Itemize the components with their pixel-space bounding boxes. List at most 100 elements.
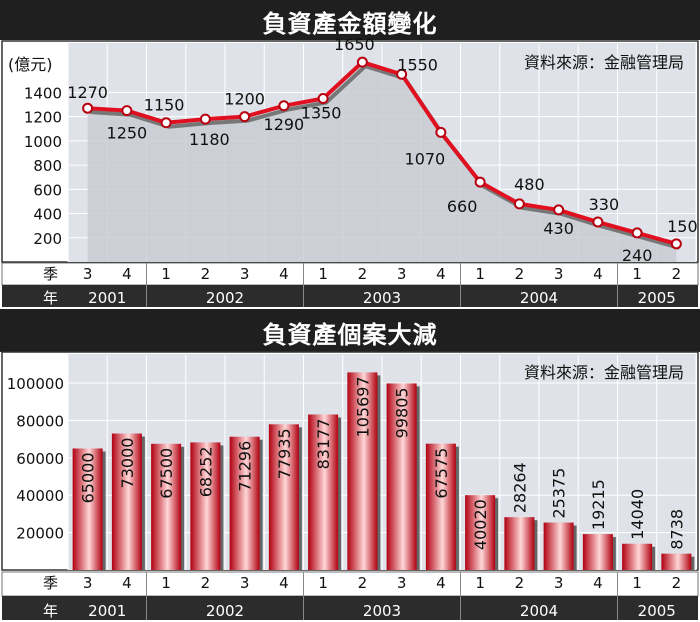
line-chart-year-row-label: 年	[43, 289, 58, 307]
bar-chart-title: 負資產個案大減	[262, 321, 438, 349]
bar-chart-data-label: 67575	[432, 448, 451, 499]
line-chart-point	[317, 93, 329, 104]
line-chart-quarter-label: 2	[515, 265, 525, 283]
bar-chart-bar	[111, 433, 142, 570]
line-chart-point	[631, 227, 643, 239]
bar-chart-data-label: 73000	[118, 438, 137, 489]
bar-chart-bar	[504, 517, 535, 570]
bar-chart-quarter-label: 2	[201, 574, 211, 592]
line-chart-ytick-label: 400	[33, 206, 62, 224]
line-chart-year-label: 2005	[638, 289, 676, 307]
line-chart-title-bar: 負資產金額變化	[0, 0, 700, 40]
line-chart-ytick-label: 1000	[24, 133, 62, 151]
bar-chart-data-label: 19215	[589, 479, 608, 530]
bar-chart-quarter-label: 1	[318, 574, 328, 592]
line-chart-data-label: 430	[543, 219, 574, 238]
line-chart-data-label: 1650	[334, 35, 375, 54]
line-chart-point	[82, 102, 94, 114]
bar-chart-ytick-label: 20000	[16, 525, 64, 543]
line-chart-ytick-label: 600	[33, 181, 62, 199]
line-chart-point	[670, 238, 682, 250]
bar-chart-data-label: 71296	[236, 441, 255, 492]
bar-chart-year-label: 2005	[638, 602, 676, 620]
line-chart-data-label: 330	[589, 195, 620, 214]
bar-chart-bar	[465, 495, 496, 570]
bar-chart-quarter-label: 2	[358, 574, 368, 592]
bar-chart-year-label: 2003	[363, 602, 401, 620]
line-chart-year-label: 2002	[206, 289, 244, 307]
line-chart-area	[87, 62, 677, 262]
bar-chart-quarter-label: 1	[475, 574, 485, 592]
bar-chart-data-label: 65000	[79, 452, 98, 503]
line-chart-quarter-label: 2	[201, 265, 211, 283]
line-chart-ytick-label: 1400	[24, 84, 62, 102]
bar-chart-bar	[308, 414, 339, 570]
line-chart-data-label: 1200	[224, 90, 265, 109]
line-chart-point	[513, 198, 525, 210]
bar-chart-ytick-label: 80000	[16, 412, 64, 430]
bar-chart-bar	[72, 448, 103, 570]
line-chart-point	[239, 111, 251, 123]
bar-chart-quarter-label: 1	[161, 574, 171, 592]
bar-chart-quarter-label: 1	[632, 574, 642, 592]
line-chart-quarter-label: 3	[240, 265, 250, 283]
bar-chart-data-label: 83177	[314, 418, 333, 469]
line-chart-shadow	[90, 63, 680, 250]
line-chart-year-row	[2, 285, 698, 307]
bar-chart-quarter-label: 4	[593, 574, 603, 592]
line-chart-series-line	[87, 59, 677, 246]
bar-chart-data-label: 14040	[628, 489, 647, 540]
line-chart-quarter-label: 3	[83, 265, 93, 283]
line-chart-ytick-label: 800	[33, 157, 62, 175]
bar-chart-bar	[622, 543, 653, 570]
bar-chart-data-label: 77935	[275, 428, 294, 479]
line-chart-ytick-label: 1200	[24, 109, 62, 127]
line-chart-point	[435, 126, 447, 138]
bar-chart-year-label: 2004	[520, 602, 558, 620]
line-chart-point	[396, 68, 408, 80]
line-chart-year-label: 2004	[520, 289, 558, 307]
bar-chart-quarter-label: 2	[672, 574, 682, 592]
bar-chart-quarter-row-label: 季	[43, 574, 58, 592]
bar-chart-quarter-label: 3	[240, 574, 250, 592]
bar-chart-bar	[151, 443, 182, 570]
line-chart-data-label: 1290	[264, 115, 305, 134]
bar-chart-quarter-label: 4	[436, 574, 446, 592]
bar-chart-data-label: 28264	[510, 462, 529, 513]
line-chart-data-label: 660	[447, 197, 478, 216]
line-chart-data-label: 1070	[405, 149, 446, 168]
line-chart-point	[278, 100, 290, 112]
line-chart-point	[121, 105, 133, 117]
bar-chart-ytick-label: 60000	[16, 450, 64, 468]
bar-chart-bar	[386, 383, 417, 570]
bar-chart-ytick-label: 40000	[16, 487, 64, 505]
line-chart-year-label: 2003	[363, 289, 401, 307]
bar-chart-year-label: 2002	[206, 602, 244, 620]
line-chart-data-label: 1180	[189, 130, 230, 149]
line-chart-year-label: 2001	[88, 289, 126, 307]
bar-chart-bar	[190, 442, 221, 570]
line-chart-quarter-label: 1	[318, 265, 328, 283]
line-chart-data-label: 240	[622, 246, 653, 265]
bar-chart-bar	[425, 443, 456, 570]
bar-chart-data-label: 99805	[393, 387, 412, 438]
bar-chart-data-label: 68252	[196, 446, 215, 497]
line-chart-data-label: 1250	[107, 124, 148, 143]
line-chart-quarter-row-label: 季	[43, 265, 58, 283]
bar-chart-bar	[661, 553, 692, 570]
bar-chart-bar	[229, 436, 260, 570]
bar-chart-title-bar: 負資產個案大減	[0, 309, 700, 352]
line-chart-quarter-label: 2	[358, 265, 368, 283]
line-chart-quarter-label: 4	[593, 265, 603, 283]
bar-chart-source: 資料來源：金融管理局	[524, 363, 684, 382]
bar-chart-bar	[268, 424, 299, 570]
bar-chart-quarter-label: 3	[83, 574, 93, 592]
bar-chart-data-label: 25375	[550, 468, 569, 519]
line-chart-data-label: 1350	[301, 104, 342, 123]
line-chart-point	[356, 56, 368, 68]
line-chart-quarter-label: 1	[161, 265, 171, 283]
line-chart-point	[474, 176, 486, 188]
bar-chart-year-label: 2001	[88, 602, 126, 620]
bar-chart-data-label: 67500	[157, 448, 176, 499]
